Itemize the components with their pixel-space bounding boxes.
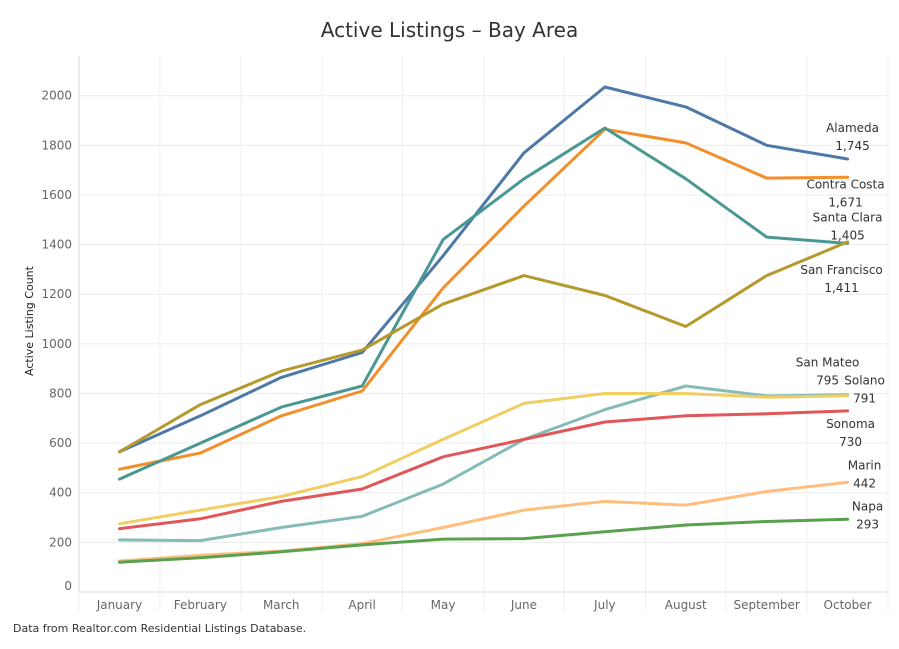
series-line-san-mateo	[118, 384, 850, 543]
y-tick-label: 800	[49, 386, 72, 400]
x-tick-label: June	[510, 598, 537, 612]
y-tick-label: 0	[64, 579, 72, 593]
end-label-name-sonoma: Sonoma	[826, 417, 875, 431]
y-tick-label: 200	[49, 535, 72, 549]
x-tick-label: February	[174, 598, 227, 612]
series-line-san-francisco	[118, 240, 850, 454]
y-tick-label: 400	[49, 486, 72, 500]
y-tick-label: 1400	[41, 238, 72, 252]
end-label-name-alameda: Alameda	[826, 121, 879, 135]
end-label-name-santa-clara: Santa Clara	[813, 210, 883, 224]
series-line-napa	[118, 517, 850, 564]
y-tick-label: 1800	[41, 138, 72, 152]
end-label-value-santa-clara: 1,405	[830, 228, 864, 242]
y-tick-label: 2000	[41, 89, 72, 103]
end-label-name-marin: Marin	[848, 458, 882, 472]
end-label-value-alameda: 1,745	[835, 139, 869, 153]
series-line-santa-clara	[118, 126, 850, 481]
y-tick-label: 1200	[41, 287, 72, 301]
y-tick-label: 1000	[41, 337, 72, 351]
x-tick-label: May	[431, 598, 456, 612]
end-label-name-san-mateo: San Mateo	[796, 356, 860, 370]
x-tick-label: September	[733, 598, 799, 612]
grid-lines	[78, 56, 889, 612]
series-line-contra-costa	[118, 127, 850, 471]
x-tick-label: April	[348, 598, 375, 612]
x-tick-label: January	[96, 598, 143, 612]
series-lines	[118, 85, 850, 564]
x-tick-label: March	[263, 598, 300, 612]
end-label-name-san-francisco: San Francisco	[800, 263, 882, 277]
end-label-name-solano: Solano	[844, 374, 885, 388]
chart-title: Active Listings – Bay Area	[320, 18, 579, 42]
x-tick-label: August	[665, 598, 707, 612]
end-label-value-contra-costa: 1,671	[828, 195, 862, 209]
series-line-solano	[118, 392, 850, 526]
series-line-alameda	[118, 85, 850, 454]
end-label-name-contra-costa: Contra Costa	[806, 177, 884, 191]
axes: 0 200 400 600 800 1000 1200 1400 1600 1800 2000 Jan…	[41, 56, 888, 612]
series-line-marin	[118, 480, 850, 563]
series-line-sonoma	[118, 409, 850, 531]
end-label-value-solano: 791	[853, 392, 876, 406]
y-axis-label: Active Listing Count	[23, 265, 36, 376]
end-label-name-napa: Napa	[852, 499, 883, 513]
source-note: Data from Realtor.com Residential Listin…	[13, 622, 307, 635]
end-label-value-san-mateo: 795	[816, 374, 839, 388]
end-label-value-napa: 293	[856, 517, 879, 531]
x-tick-label: October	[824, 598, 872, 612]
end-label-value-san-francisco: 1,411	[824, 281, 858, 295]
x-tick-label: July	[593, 598, 616, 612]
y-tick-label: 600	[49, 436, 72, 450]
end-label-value-marin: 442	[853, 476, 876, 490]
y-tick-label: 1600	[41, 188, 72, 202]
end-label-value-sonoma: 730	[839, 435, 862, 449]
